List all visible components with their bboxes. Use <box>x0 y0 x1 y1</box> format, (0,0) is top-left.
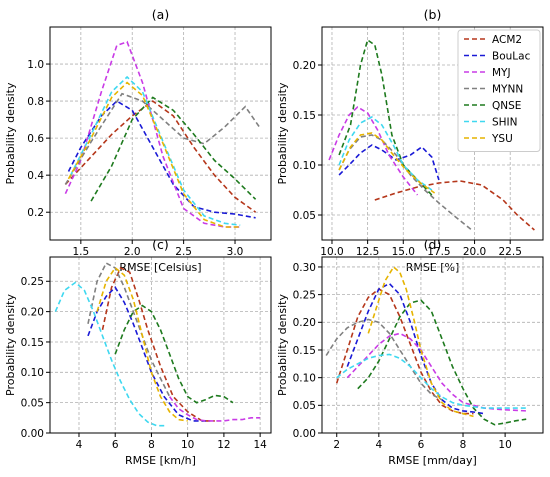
y-tick-label: 0.2 <box>27 207 44 219</box>
series-line-boulac <box>346 282 485 415</box>
y-tick-label: 0.4 <box>27 170 44 182</box>
x-tick-label: 15.0 <box>392 246 415 258</box>
series-line-qnse <box>90 96 257 202</box>
x-tick-label: 6 <box>112 439 119 451</box>
panel-3: 4 6 8 10 12 14 0.00 0.05 0.10 0.15 0.20 0.25 (c) RMSE… <box>4 237 272 467</box>
x-tick-label: 2.5 <box>175 246 192 258</box>
y-tick-label: 0.15 <box>21 337 44 349</box>
panel-title: (b) <box>424 7 442 22</box>
y-tick-label: 0.05 <box>21 397 44 409</box>
series-line-shin <box>54 281 166 427</box>
series-line-boulac <box>338 144 440 181</box>
series-line-qnse <box>114 304 234 404</box>
x-tick-label: 2 <box>333 439 340 451</box>
x-tick-label: 2.0 <box>124 246 141 258</box>
x-tick-label: 12 <box>217 439 230 451</box>
series-line-qnse <box>357 299 527 426</box>
series-line-ysu <box>338 132 436 194</box>
x-axis-label: RMSE [Celsius] <box>119 261 201 274</box>
legend-label: MYJ <box>492 67 511 79</box>
y-tick-label: 0.10 <box>293 160 316 172</box>
y-axis-label: Probability density <box>4 82 17 184</box>
series-line-mynn <box>87 262 171 397</box>
y-axis-label: Probability density <box>276 82 289 184</box>
series-line-qnse <box>338 38 433 196</box>
y-tick-label: 0.6 <box>27 133 44 145</box>
series-line-ysu <box>96 266 188 422</box>
y-tick-label: 0.20 <box>293 317 316 329</box>
y-tick-label: 0.05 <box>293 210 316 222</box>
y-tick-label: 1.0 <box>27 59 44 71</box>
x-tick-label: 8 <box>460 439 467 451</box>
y-tick-label: 0.20 <box>293 60 316 72</box>
series-line-ysu <box>67 81 241 228</box>
x-tick-label: 4 <box>375 439 382 451</box>
legend-label: ACM2 <box>492 34 522 46</box>
panel-title: (d) <box>424 237 442 252</box>
panel-4: 2 4 6 8 10 0.00 0.05 0.10 0.15 0.20 0.25 0.30 (d) RMS… <box>276 237 544 467</box>
x-tick-label: 20.0 <box>463 246 486 258</box>
series-line-myj <box>64 40 241 228</box>
series-line-boulac <box>87 286 206 422</box>
series-line-boulac <box>67 100 256 219</box>
x-tick-label: 22.5 <box>499 246 522 258</box>
y-tick-label: 0.15 <box>293 110 316 122</box>
x-tick-label: 14 <box>253 439 267 451</box>
x-tick-label: 3.0 <box>227 246 244 258</box>
legend-label: BouLac <box>492 51 531 63</box>
legend: ACM2 BouLac MYJ MYNN QNSE SHIN YSU <box>457 29 541 152</box>
legend-label: QNSE <box>492 100 521 112</box>
y-tick-label: 0.00 <box>21 428 44 440</box>
series-line-mynn <box>64 92 262 185</box>
series-line-shin <box>336 353 527 409</box>
axes-frame <box>321 26 544 241</box>
y-tick-label: 0.05 <box>293 400 316 412</box>
series-line-acm2 <box>64 100 257 213</box>
y-tick-label: 0.25 <box>293 289 316 301</box>
legend-box <box>457 29 541 152</box>
y-axis-label: Probability density <box>4 294 17 396</box>
y-tick-label: 0.00 <box>293 428 316 440</box>
x-tick-label: 10 <box>498 439 511 451</box>
y-tick-label: 0.8 <box>27 96 44 108</box>
series-line-shin <box>69 75 241 226</box>
panel-title: (c) <box>152 237 169 252</box>
y-tick-label: 0.25 <box>21 276 44 288</box>
x-tick-label: 4 <box>76 439 83 451</box>
x-tick-label: 1.5 <box>72 246 89 258</box>
x-tick-label: 6 <box>418 439 425 451</box>
series-line-shin <box>338 116 433 191</box>
y-axis-label: Probability density <box>276 294 289 396</box>
x-tick-label: 10.0 <box>320 246 343 258</box>
axes-frame <box>49 256 272 434</box>
legend-label: MYNN <box>492 84 523 96</box>
y-tick-label: 0.10 <box>21 367 44 379</box>
legend-label: SHIN <box>492 117 518 129</box>
x-tick-label: 12.5 <box>356 246 379 258</box>
y-tick-label: 0.20 <box>21 306 44 318</box>
series-line-myj <box>328 106 419 196</box>
y-tick-label: 0.10 <box>293 372 316 384</box>
series-line-mynn <box>325 318 443 401</box>
series-line-ysu <box>367 265 474 418</box>
axes-frame <box>321 256 544 434</box>
y-tick-label: 0.15 <box>293 345 316 357</box>
x-tick-label: 8 <box>148 439 155 451</box>
x-tick-label: 17.5 <box>427 246 450 258</box>
panel-1: 1.5 2.0 2.5 3.0 0.2 0.4 0.6 0.8 1.0 (a) RMSE [Cels… <box>4 7 272 274</box>
panel-title: (a) <box>152 7 169 22</box>
x-axis-label: RMSE [km/h] <box>125 454 196 467</box>
legend-label: YSU <box>491 133 513 145</box>
x-tick-label: 10 <box>181 439 194 451</box>
x-axis-label: RMSE [%] <box>406 261 460 274</box>
x-axis-label: RMSE [mm/day] <box>388 454 477 467</box>
y-tick-label: 0.30 <box>293 262 316 274</box>
axes-frame <box>49 26 272 241</box>
series-line-mynn <box>338 134 473 231</box>
series-line-myj <box>168 396 261 422</box>
